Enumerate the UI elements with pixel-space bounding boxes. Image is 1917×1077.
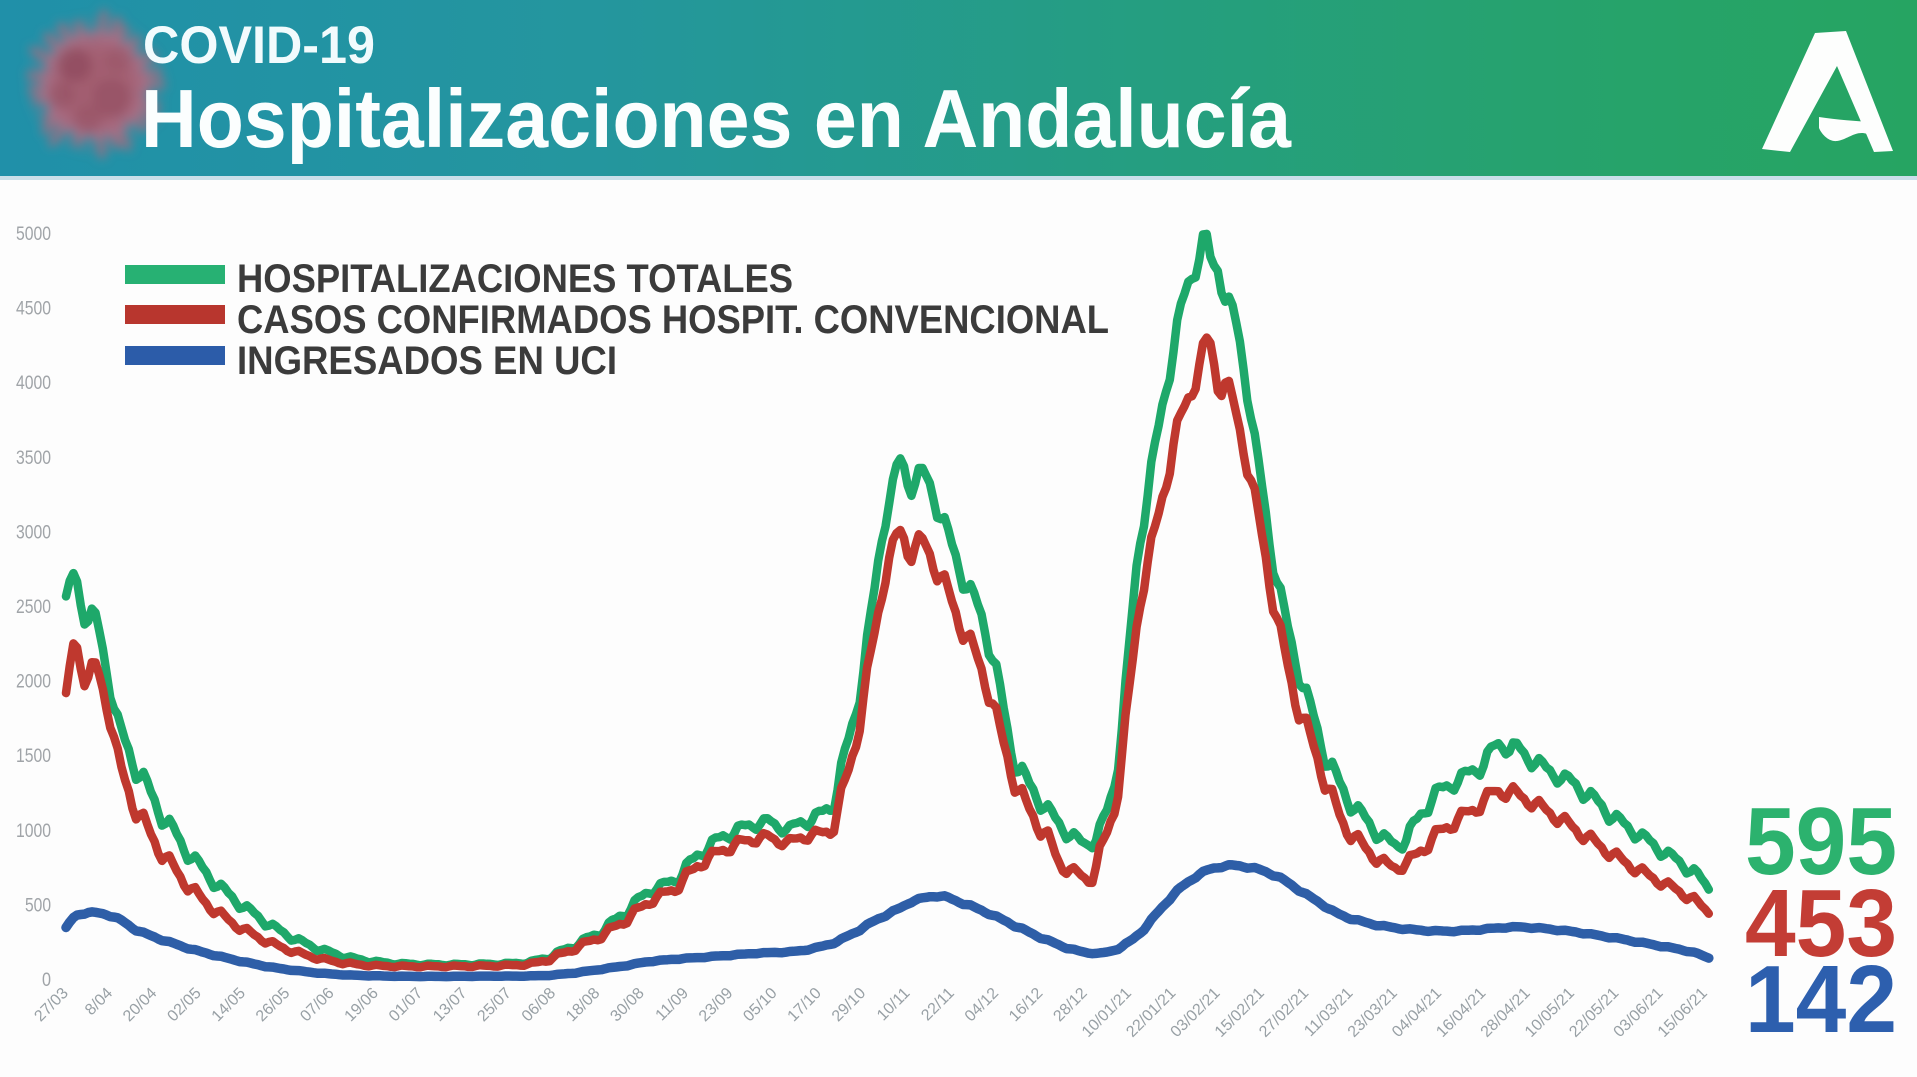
svg-text:INGRESADOS EN UCI: INGRESADOS EN UCI <box>237 339 617 383</box>
svg-text:453: 453 <box>1745 870 1897 977</box>
svg-text:2000: 2000 <box>16 672 51 693</box>
svg-text:2500: 2500 <box>16 597 51 618</box>
svg-text:3500: 3500 <box>16 448 51 469</box>
svg-text:4000: 4000 <box>16 373 51 394</box>
svg-text:142: 142 <box>1745 946 1897 1053</box>
svg-text:595: 595 <box>1745 788 1897 895</box>
svg-text:5000: 5000 <box>16 224 51 245</box>
svg-text:CASOS CONFIRMADOS HOSPIT. CONV: CASOS CONFIRMADOS HOSPIT. CONVENCIONAL <box>237 298 1109 342</box>
svg-text:0: 0 <box>42 970 51 991</box>
svg-text:HOSPITALIZACIONES TOTALES: HOSPITALIZACIONES TOTALES <box>237 257 793 301</box>
svg-text:4500: 4500 <box>16 299 51 320</box>
svg-text:3000: 3000 <box>16 522 51 543</box>
svg-text:Hospitalizaciones en Andalucía: Hospitalizaciones en Andalucía <box>141 72 1292 165</box>
svg-text:500: 500 <box>25 895 51 916</box>
svg-text:COVID-19: COVID-19 <box>143 16 375 75</box>
svg-text:1000: 1000 <box>16 821 51 842</box>
svg-text:1500: 1500 <box>16 746 51 767</box>
